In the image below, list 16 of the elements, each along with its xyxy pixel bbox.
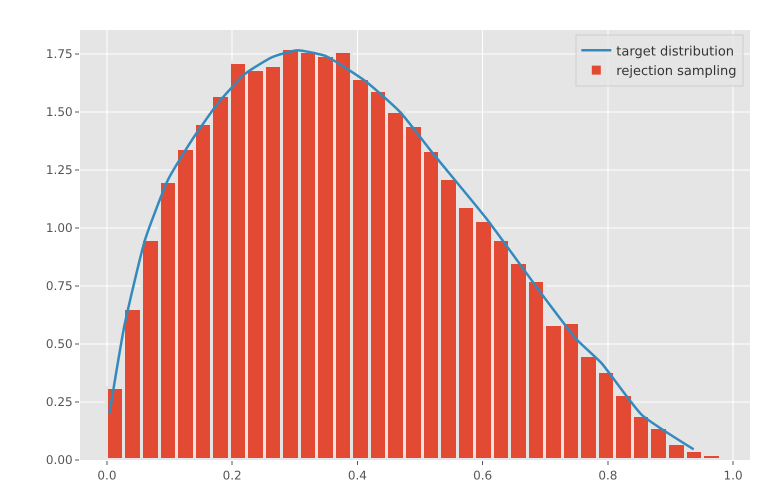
y-tick-label: 0.00 [46, 453, 73, 468]
x-tick-label: 1.0 [724, 468, 743, 482]
x-tick-label: 0.8 [598, 468, 618, 482]
x-tick-label: 0.4 [348, 468, 367, 482]
legend-label: target distribution [616, 44, 734, 60]
x-tick-label: 0.2 [222, 468, 242, 482]
y-tick-label: 1.00 [46, 221, 73, 236]
x-tick-label: 0.6 [473, 468, 492, 482]
y-tick-label: 0.25 [46, 395, 73, 410]
y-tick-label: 0.75 [46, 279, 73, 294]
y-tick-label: 1.50 [46, 105, 73, 120]
legend-label: rejection sampling [616, 64, 737, 80]
y-tick-label: 0.50 [46, 337, 73, 352]
x-tick-label: 0.0 [97, 468, 116, 482]
y-tick-label: 1.75 [46, 47, 73, 62]
y-tick-label: 1.25 [46, 163, 73, 178]
